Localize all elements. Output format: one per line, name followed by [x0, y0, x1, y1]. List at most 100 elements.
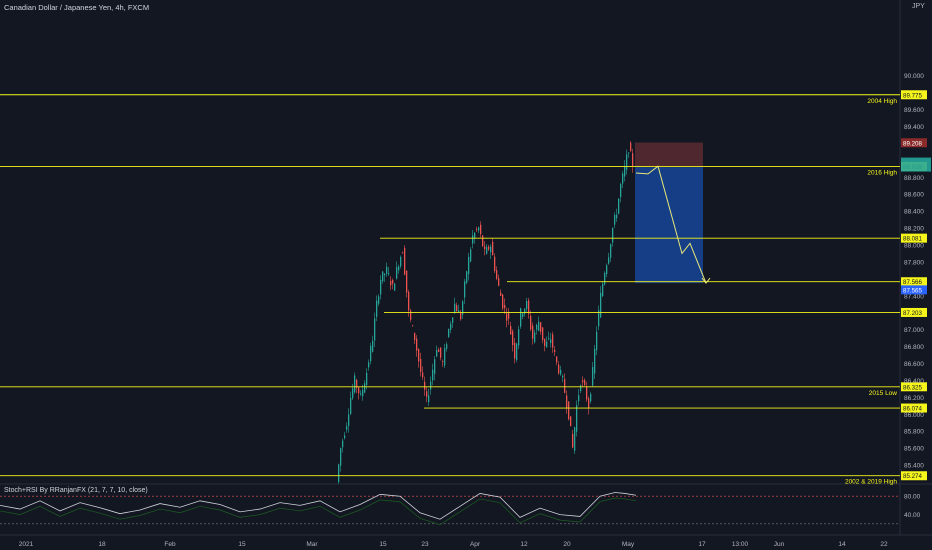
- candle: [584, 379, 586, 385]
- candle: [344, 435, 346, 439]
- candle: [438, 349, 440, 352]
- projection-path: [635, 165, 711, 284]
- y-tick-label: 90.000: [904, 73, 924, 80]
- x-tick-label: 13:00: [732, 541, 749, 548]
- level-price-label: 87.566: [903, 279, 922, 286]
- candle: [412, 325, 414, 327]
- candle: [572, 433, 574, 448]
- candle: [480, 224, 482, 235]
- candle: [524, 308, 526, 314]
- candle: [368, 362, 370, 368]
- x-tick-label: Apr: [470, 541, 481, 548]
- x-tick-label: Feb: [164, 541, 176, 548]
- candle: [408, 292, 410, 311]
- candle: [490, 246, 492, 253]
- candle: [442, 361, 444, 362]
- candle: [398, 266, 400, 271]
- candle: [592, 367, 594, 386]
- candle: [402, 252, 404, 254]
- level-price-tag: [901, 471, 927, 481]
- candle: [416, 338, 418, 351]
- candle: [632, 153, 634, 167]
- candle: [540, 322, 542, 332]
- candle: [548, 337, 550, 340]
- candle: [364, 383, 366, 393]
- candle: [492, 241, 494, 256]
- candle: [590, 393, 592, 402]
- y-tick-label: 85.800: [904, 429, 924, 436]
- candle: [390, 280, 392, 286]
- candle: [496, 270, 498, 279]
- candle: [516, 343, 518, 360]
- candle: [446, 344, 448, 349]
- grid: [0, 0, 932, 536]
- candle: [484, 246, 486, 250]
- candle: [394, 283, 396, 291]
- candle: [574, 427, 576, 451]
- candle: [472, 235, 474, 244]
- y-tick-label: 86.000: [904, 412, 924, 419]
- candle: [510, 326, 512, 335]
- candle: [378, 296, 380, 304]
- candle: [360, 393, 362, 395]
- y-tick-label: 88.600: [904, 192, 924, 199]
- candle: [544, 338, 546, 347]
- candle: [538, 321, 540, 331]
- candle: [448, 328, 450, 337]
- candle: [518, 329, 520, 346]
- candle: [454, 303, 456, 314]
- candle: [526, 301, 528, 309]
- candle: [470, 249, 472, 262]
- x-tick-label: 23: [421, 541, 429, 548]
- indicator-pane[interactable]: 80.00 40.00: [0, 492, 921, 526]
- candle: [522, 313, 524, 317]
- candle: [606, 265, 608, 274]
- candle: [568, 401, 570, 420]
- price-tag-label: 87.565: [903, 287, 922, 294]
- y-tick-label: 87.400: [904, 293, 924, 300]
- candle: [380, 279, 382, 295]
- candle: [358, 387, 360, 394]
- candle: [486, 246, 488, 254]
- position-zones: [635, 142, 703, 284]
- candle: [476, 229, 478, 230]
- y-tick-label: 88.400: [904, 209, 924, 216]
- time-axis[interactable]: 2021 18 Feb 15 Mar 15 23 Apr 12 20 May 17 13:00 Jun 14…: [19, 541, 888, 548]
- x-tick-label: Mar: [306, 541, 318, 548]
- price-axis[interactable]: 90.000 89.600 89.400 88.800 88.600 88.400 88.2…: [901, 73, 931, 470]
- candle: [532, 325, 534, 339]
- candle: [558, 364, 560, 374]
- candle: [610, 244, 612, 258]
- candle: [346, 426, 348, 430]
- y-tick-label: 86.800: [904, 344, 924, 351]
- candle: [392, 280, 394, 284]
- candle: [554, 349, 556, 353]
- candle: [566, 395, 568, 408]
- x-tick-label: 17: [698, 541, 706, 548]
- candle: [622, 173, 624, 184]
- projection-line: [635, 165, 707, 284]
- candle: [488, 246, 490, 250]
- x-tick-label: 12: [520, 541, 528, 548]
- x-tick-label: 18: [98, 541, 106, 548]
- candle: [370, 345, 372, 362]
- candle: [570, 416, 572, 427]
- y-tick-label: 86.600: [904, 361, 924, 368]
- x-tick-label: 2021: [19, 541, 34, 548]
- candle: [552, 334, 554, 348]
- candle: [450, 323, 452, 330]
- candle: [628, 152, 630, 154]
- candle: [406, 270, 408, 293]
- candle: [594, 348, 596, 374]
- candle: [588, 398, 590, 409]
- level-price-label: 86.325: [903, 384, 922, 391]
- x-tick-label: 14: [838, 541, 846, 548]
- level-price-label: 87.203: [903, 310, 922, 317]
- candle: [396, 267, 398, 279]
- candle: [434, 359, 436, 374]
- indicator-signal-line: [0, 497, 637, 526]
- x-tick-label: 20: [563, 541, 571, 548]
- candle: [498, 277, 500, 286]
